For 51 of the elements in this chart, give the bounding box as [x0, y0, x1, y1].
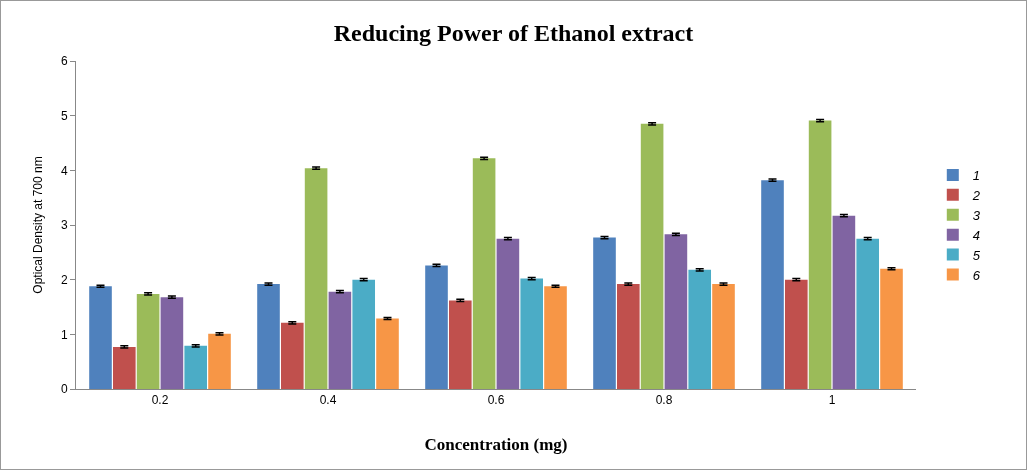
bar	[785, 279, 808, 389]
x-tick-label: 0.8	[655, 393, 673, 408]
bar	[304, 168, 328, 389]
bar	[328, 291, 352, 389]
y-axis-title: Optical Density at 700 nm	[31, 156, 45, 294]
bar	[113, 346, 136, 389]
bar	[496, 238, 520, 389]
bar	[425, 265, 448, 389]
bar	[712, 284, 735, 389]
bar	[472, 158, 496, 389]
x-tick-label: 0.2	[151, 393, 169, 408]
bar	[808, 120, 832, 389]
y-tick-label: 6	[60, 54, 68, 69]
bar	[376, 318, 399, 389]
legend-label: 3	[972, 207, 981, 223]
bar	[160, 297, 184, 389]
bar	[520, 278, 544, 389]
x-tick-label: 1	[828, 393, 836, 408]
legend-label: 2	[971, 187, 981, 203]
y-tick-label: 1	[60, 327, 68, 342]
y-tick-label: 5	[60, 108, 68, 123]
bar	[544, 286, 567, 389]
bar	[352, 279, 376, 389]
bar	[761, 180, 784, 389]
bar	[593, 237, 616, 389]
bar	[617, 284, 640, 389]
bar	[640, 123, 664, 389]
bar	[856, 238, 880, 389]
bar	[688, 269, 712, 389]
y-tick-label: 2	[60, 272, 68, 287]
x-tick-label: 0.4	[319, 393, 337, 408]
y-tick-label: 0	[60, 382, 68, 397]
y-tick-label: 3	[60, 218, 68, 233]
y-tick-label: 4	[60, 163, 68, 178]
bar	[880, 268, 903, 389]
x-axis-title: Concentration (mg)	[424, 435, 568, 454]
bar	[449, 300, 472, 389]
bar	[281, 322, 304, 389]
bar	[184, 345, 208, 389]
bar	[832, 215, 856, 389]
x-tick-label: 0.6	[487, 393, 505, 408]
chart-title: Reducing Power of Ethanol extract	[333, 20, 694, 47]
bar	[89, 286, 112, 389]
bar	[257, 284, 280, 389]
legend-label: 5	[972, 247, 981, 263]
legend-label: 4	[972, 227, 981, 243]
bar	[664, 234, 688, 389]
legend-label: 6	[972, 267, 981, 283]
bar	[136, 293, 160, 389]
legend-label: 1	[972, 168, 981, 184]
bar	[208, 333, 231, 389]
